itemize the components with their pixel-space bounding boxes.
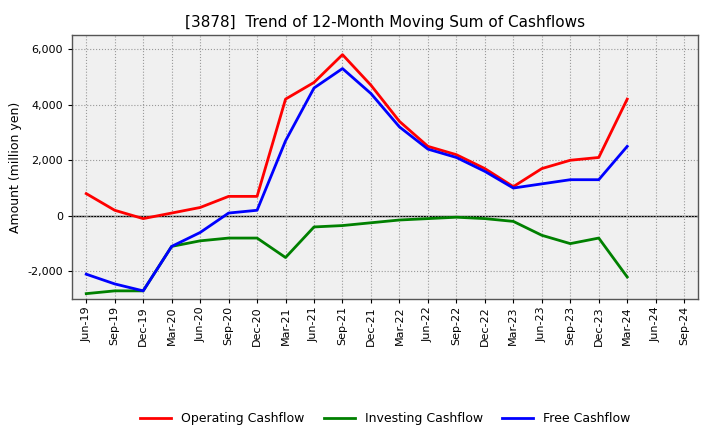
Free Cashflow	[225, 210, 233, 216]
Operating Cashflow	[225, 194, 233, 199]
Investing Cashflow	[196, 238, 204, 243]
Free Cashflow	[537, 181, 546, 187]
Line: Investing Cashflow: Investing Cashflow	[86, 217, 627, 293]
Free Cashflow	[338, 66, 347, 71]
Investing Cashflow	[225, 235, 233, 241]
Operating Cashflow	[282, 96, 290, 102]
Investing Cashflow	[338, 223, 347, 228]
Investing Cashflow	[566, 241, 575, 246]
Operating Cashflow	[139, 216, 148, 221]
Investing Cashflow	[253, 235, 261, 241]
Title: [3878]  Trend of 12-Month Moving Sum of Cashflows: [3878] Trend of 12-Month Moving Sum of C…	[185, 15, 585, 30]
Investing Cashflow	[509, 219, 518, 224]
Free Cashflow	[310, 85, 318, 91]
Free Cashflow	[509, 185, 518, 191]
Free Cashflow	[623, 144, 631, 149]
Operating Cashflow	[452, 152, 461, 158]
Operating Cashflow	[423, 144, 432, 149]
Investing Cashflow	[423, 216, 432, 221]
Line: Free Cashflow: Free Cashflow	[86, 69, 627, 291]
Investing Cashflow	[452, 215, 461, 220]
Line: Operating Cashflow: Operating Cashflow	[86, 55, 627, 219]
Operating Cashflow	[566, 158, 575, 163]
Free Cashflow	[395, 124, 404, 129]
Y-axis label: Amount (million yen): Amount (million yen)	[9, 102, 22, 233]
Free Cashflow	[253, 208, 261, 213]
Free Cashflow	[282, 138, 290, 143]
Investing Cashflow	[139, 288, 148, 293]
Operating Cashflow	[196, 205, 204, 210]
Investing Cashflow	[282, 255, 290, 260]
Free Cashflow	[480, 169, 489, 174]
Free Cashflow	[566, 177, 575, 182]
Operating Cashflow	[338, 52, 347, 57]
Operating Cashflow	[595, 155, 603, 160]
Operating Cashflow	[395, 119, 404, 124]
Free Cashflow	[167, 244, 176, 249]
Operating Cashflow	[82, 191, 91, 196]
Operating Cashflow	[310, 80, 318, 85]
Investing Cashflow	[395, 217, 404, 223]
Operating Cashflow	[110, 208, 119, 213]
Operating Cashflow	[366, 83, 375, 88]
Free Cashflow	[452, 155, 461, 160]
Free Cashflow	[110, 281, 119, 286]
Free Cashflow	[595, 177, 603, 182]
Legend: Operating Cashflow, Investing Cashflow, Free Cashflow: Operating Cashflow, Investing Cashflow, …	[135, 407, 635, 430]
Operating Cashflow	[480, 166, 489, 171]
Free Cashflow	[139, 288, 148, 293]
Free Cashflow	[196, 230, 204, 235]
Investing Cashflow	[480, 216, 489, 221]
Investing Cashflow	[537, 233, 546, 238]
Investing Cashflow	[110, 288, 119, 293]
Investing Cashflow	[623, 274, 631, 279]
Operating Cashflow	[167, 210, 176, 216]
Investing Cashflow	[595, 235, 603, 241]
Investing Cashflow	[82, 291, 91, 296]
Investing Cashflow	[310, 224, 318, 230]
Operating Cashflow	[623, 96, 631, 102]
Operating Cashflow	[509, 184, 518, 189]
Free Cashflow	[82, 271, 91, 277]
Operating Cashflow	[253, 194, 261, 199]
Free Cashflow	[366, 91, 375, 96]
Operating Cashflow	[537, 166, 546, 171]
Investing Cashflow	[167, 244, 176, 249]
Free Cashflow	[423, 147, 432, 152]
Investing Cashflow	[366, 220, 375, 225]
